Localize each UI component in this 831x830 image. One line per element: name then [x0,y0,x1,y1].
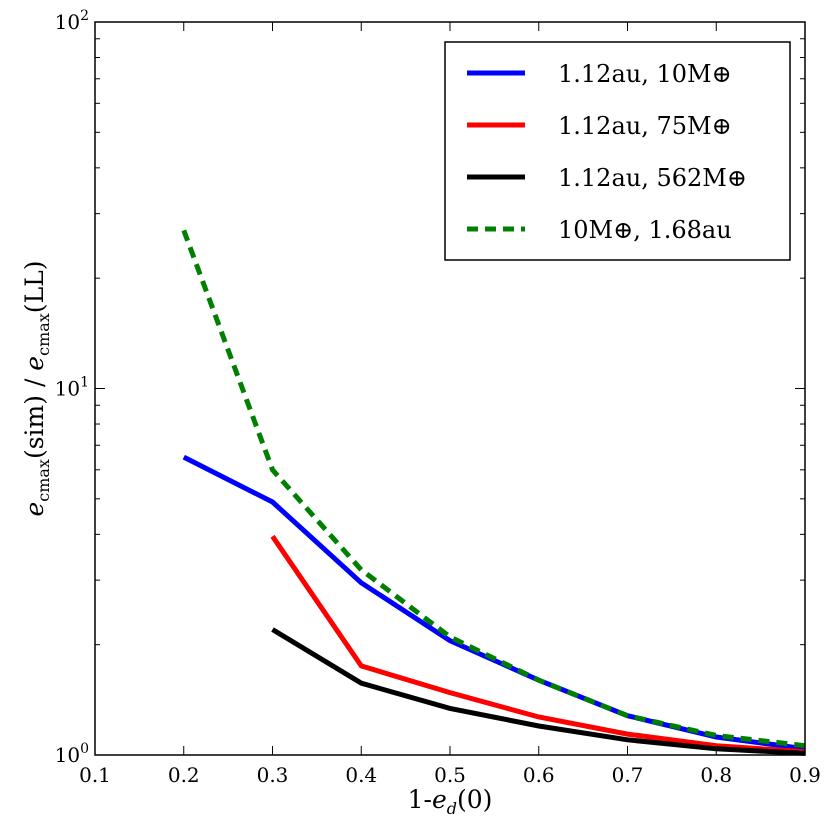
legend-label: 10M⊕, 1.68au [558,216,732,244]
x-axis-title-prefix: 1- [408,785,432,814]
x-tick-label: 0.4 [345,763,377,787]
x-tick-label: 0.6 [523,763,555,787]
x-axis-title-suffix: (0) [457,785,492,814]
y-tick-label: 100 [55,741,89,767]
y-axis-title: ecmax(sim) / ecmax(LL) [20,260,53,516]
series-line-10m-1-68au [181,229,806,749]
x-tick-label: 0.5 [434,763,466,787]
y-tick-label: 101 [55,375,89,401]
series-line-1-12au-562m [271,627,806,756]
series-lines [181,229,806,756]
plot-frame [94,21,806,756]
x-tick-label: 0.7 [612,763,644,787]
y-tick-labels: 100 101 102 [55,8,89,767]
x-tick-label: 0.9 [789,763,821,787]
x-axis-title-var: e [432,785,447,814]
y-axis-title-end: (LL) [20,260,49,313]
legend-label: 1.12au, 10M⊕ [558,60,732,88]
x-axis-title-sub: d [447,799,457,818]
legend-label: 1.12au, 562M⊕ [558,164,747,192]
y-axis-title-sub-2: cmax [34,313,53,356]
series-line-1-12au-75m [270,534,806,755]
legend-box [444,41,791,261]
legend-items: 1.12au, 10M⊕ 1.12au, 75M⊕ 1.12au, 562M⊕ 10M… [467,60,747,244]
y-axis-title-sub-1: cmax [34,459,53,502]
y-axis-title-var-2: e [20,356,49,371]
legend: 1.12au, 10M⊕ 1.12au, 75M⊕ 1.12au, 562M⊕ 10M… [444,41,791,261]
x-tick-label: 0.8 [700,763,732,787]
x-tick-labels: 0.1 0.2 0.3 0.4 0.5 0.6 0.7 0.8 0.9 [79,763,821,787]
legend-label: 1.12au, 75M⊕ [558,112,732,140]
x-axis-title: 1-ed(0) [408,785,493,818]
x-tick-label: 0.3 [257,763,289,787]
y-axis-title-var-1: e [20,502,49,517]
x-tick-label: 0.1 [79,763,111,787]
x-tick-label: 0.2 [168,763,200,787]
y-tick-label: 102 [55,8,89,34]
y-axis-title-mid: (sim) / [20,371,49,459]
